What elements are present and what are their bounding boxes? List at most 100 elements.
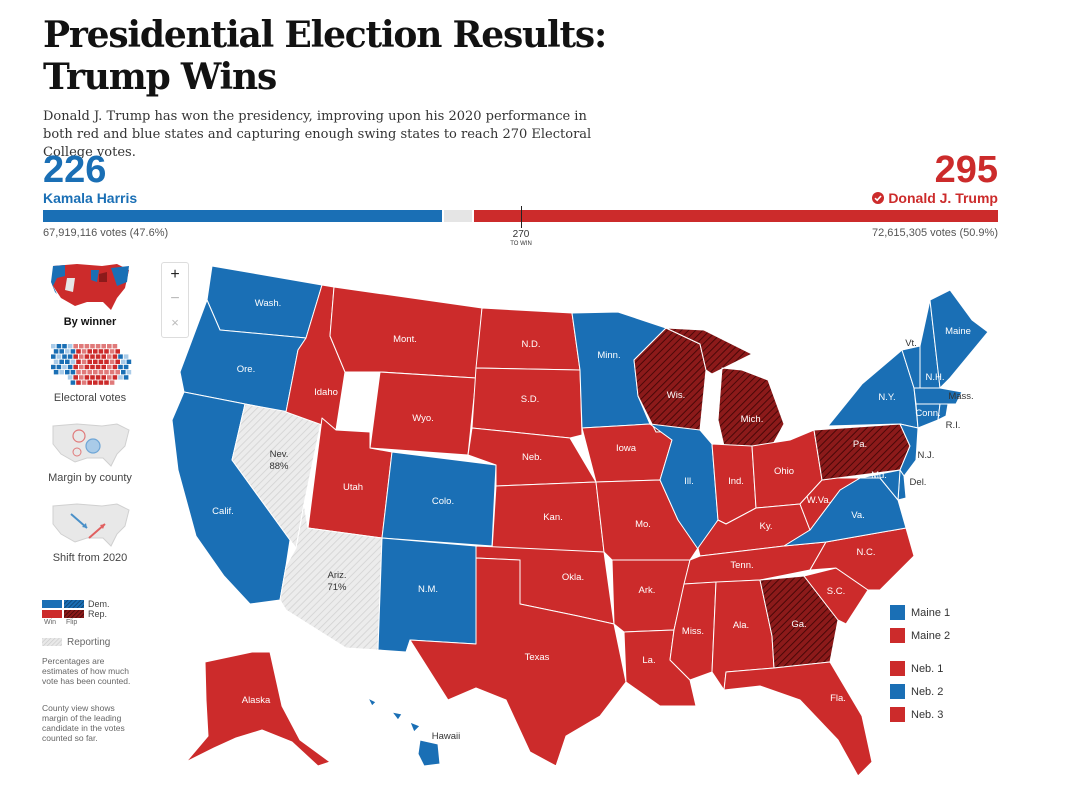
state-michigan[interactable] xyxy=(665,327,785,447)
hex-cell xyxy=(109,380,115,385)
state-arizona[interactable] xyxy=(279,503,383,651)
state-florida[interactable] xyxy=(723,661,873,777)
harris-name: Kamala Harris xyxy=(43,190,138,206)
state-rhode-island[interactable] xyxy=(937,403,949,421)
zoom-controls: + − × xyxy=(161,262,189,338)
swatch xyxy=(890,707,905,722)
hex-cell xyxy=(76,359,81,364)
headline: Presidential Election Results: Trump Win… xyxy=(43,14,607,98)
state-new-york[interactable] xyxy=(827,349,919,429)
state-label-tx: Texas xyxy=(525,652,550,663)
state-label-wi: Wis. xyxy=(667,390,685,401)
hex-cell xyxy=(53,370,59,375)
zoom-reset-button[interactable]: × xyxy=(171,315,179,330)
state-label-ks: Kan. xyxy=(543,512,563,523)
trump-popular-votes: 72,615,305 votes (50.9%) xyxy=(872,227,998,239)
state-alaska[interactable] xyxy=(185,651,331,767)
shift-from-2020-thumbnail-icon xyxy=(52,503,130,547)
state-label-sc: S.C. xyxy=(827,586,845,597)
hex-cell xyxy=(107,344,112,349)
hex-cell xyxy=(95,375,101,380)
hex-cell xyxy=(90,354,95,359)
note-county-view: County view shows margin of the leading … xyxy=(42,703,125,743)
state-montana[interactable] xyxy=(329,286,483,379)
hex-cell xyxy=(87,359,92,364)
state-label-nc: N.C. xyxy=(857,547,876,558)
state-label-oh: Ohio xyxy=(774,466,794,477)
view-shift-from-2020[interactable]: Shift from 2020 xyxy=(40,500,140,564)
swatch xyxy=(890,661,905,676)
harris-ev-bar xyxy=(43,210,442,222)
hex-cell xyxy=(67,354,73,359)
state-label-mn: Minn. xyxy=(597,350,620,361)
hex-cell xyxy=(73,344,78,349)
threshold-text: TO WIN xyxy=(510,241,532,247)
state-label-md: Md. xyxy=(871,470,887,481)
dek: Donald J. Trump has won the presidency, … xyxy=(43,109,592,160)
electoral-votes-thumbnail-icon xyxy=(51,344,132,385)
state-label-wa: Wash. xyxy=(255,298,282,309)
state-south-dakota[interactable] xyxy=(471,367,583,439)
hex-cell xyxy=(118,354,123,359)
hex-cell xyxy=(65,349,70,354)
zoom-in-button[interactable]: + xyxy=(170,266,180,283)
state-label-id: Idaho xyxy=(314,387,338,398)
state-label-va: Va. xyxy=(851,510,865,521)
hex-cell xyxy=(118,375,123,380)
hex-cell xyxy=(104,370,109,375)
hex-cell xyxy=(73,364,78,370)
hex-cell xyxy=(95,354,101,359)
hex-cell xyxy=(87,380,92,385)
hex-cell xyxy=(109,349,115,354)
state-south-carolina[interactable] xyxy=(803,567,869,625)
hex-cell xyxy=(115,359,120,364)
map-legend: Dem. Rep. Win Flip Reporting xyxy=(42,599,142,648)
state-label-nd: N.D. xyxy=(522,339,541,350)
hex-cell xyxy=(81,359,87,364)
threshold-label: 270 TO WIN xyxy=(496,229,546,248)
state-label-ok: Okla. xyxy=(562,572,584,583)
hex-cell xyxy=(79,344,84,349)
hex-cell xyxy=(123,354,129,359)
state-label-ca: Calif. xyxy=(212,506,234,517)
uncalled-ev-bar xyxy=(444,210,472,222)
zoom-out-button[interactable]: − xyxy=(170,290,180,307)
split-vote-label: Neb. 1 xyxy=(911,662,944,675)
hex-cell xyxy=(107,375,112,380)
view-label: Margin by county xyxy=(48,472,132,484)
hex-cell xyxy=(70,359,76,364)
hex-cell xyxy=(123,375,129,380)
legend-reporting: Reporting xyxy=(67,637,111,648)
threshold-tick xyxy=(521,206,522,228)
swatch xyxy=(890,684,905,699)
view-by-winner[interactable]: By winner xyxy=(40,258,140,328)
state-label-pa: Pa. xyxy=(853,439,867,450)
split-vote-neb-1: Neb. 1 xyxy=(890,661,943,676)
view-electoral-votes[interactable]: Electoral votes xyxy=(40,340,140,404)
state-label-hi: Hawaii xyxy=(432,731,461,742)
hex-cell xyxy=(118,364,123,370)
state-massachusetts[interactable] xyxy=(913,387,963,405)
state-new-mexico[interactable] xyxy=(377,537,477,653)
hex-cell xyxy=(126,370,132,375)
hex-cell xyxy=(67,364,73,370)
state-label-co: Colo. xyxy=(432,496,454,507)
split-vote-neb-3: Neb. 3 xyxy=(890,707,943,722)
hex-cell xyxy=(90,375,95,380)
hex-cell xyxy=(62,354,67,359)
state-texas[interactable] xyxy=(409,557,627,767)
legend-swatches xyxy=(42,600,84,618)
hex-cell xyxy=(76,370,81,375)
state-label-ar: Ark. xyxy=(639,585,656,596)
state-label-sd: S.D. xyxy=(521,394,539,405)
state-label-ne: Neb. xyxy=(522,452,542,463)
view-label: By winner xyxy=(63,316,117,328)
state-hawaii[interactable] xyxy=(367,697,441,767)
view-margin-by-county[interactable]: Margin by county xyxy=(40,420,140,484)
state-maryland[interactable] xyxy=(859,469,901,501)
state-label-ut: Utah xyxy=(343,482,363,493)
hex-cell xyxy=(59,349,64,354)
state-label-nj: N.J. xyxy=(918,450,935,461)
state-label-la: La. xyxy=(642,655,655,666)
